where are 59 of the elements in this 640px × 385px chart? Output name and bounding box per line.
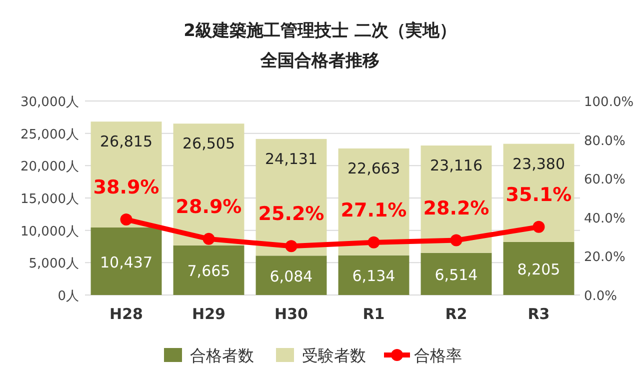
x-tick-label: R2 [445,305,468,323]
bar [90,122,162,228]
y2-tick-label: 0.0% [584,289,618,304]
data-label: 25.2% [258,203,324,226]
total-label: 23,380 [512,154,565,173]
data-label: 6,084 [270,267,313,286]
chart-subtitle: 全国合格者推移 [260,51,380,71]
data-label: 38.9% [93,176,160,199]
total-label: 24,131 [265,150,318,168]
x-tick-label: H29 [192,305,226,323]
y-tick-label: 5,000人 [28,256,79,272]
y-tick-label: 15,000人 [20,192,79,207]
x-tick-label: R1 [362,305,385,323]
bar [173,245,244,295]
y-tick-label: 0人 [58,289,79,304]
total-label: 26,505 [182,134,235,153]
total-label: 26,815 [100,132,152,151]
point [368,236,380,248]
x-tick-label: H30 [274,305,308,323]
y-tick-label: 30,000人 [20,95,79,110]
data-label: 28.2% [423,197,490,220]
legend-label: 合格率 [414,346,462,365]
data-label: 28.9% [176,196,242,218]
bar [90,228,162,295]
y2-tick-label: 20.0% [584,250,626,266]
point [120,214,132,226]
bar [256,138,327,256]
point [202,232,215,245]
y-tick-label: 20,000人 [20,160,79,175]
total-label: 22,663 [348,159,400,178]
legend-label: 合格者数 [190,346,254,365]
legend-label: 受験者数 [302,346,366,365]
bar [256,256,327,295]
point [532,220,545,233]
y-tick-label: 25,000人 [20,127,79,142]
data-label: 27.1% [340,199,407,222]
y2-tick-label: 80.0% [584,134,626,149]
bar [173,124,244,246]
x-tick-label: H28 [110,305,143,323]
data-label: 7,665 [187,262,230,280]
data-label: 8,205 [517,260,560,278]
bar [420,252,492,295]
bar [338,255,410,295]
bar [503,242,574,295]
point [285,240,298,252]
x-tick-label: R3 [528,305,550,323]
bar [503,144,574,242]
data-label: 6,134 [352,267,396,286]
point [450,234,462,246]
total-label: 23,116 [430,156,482,175]
y-tick-label: 10,000人 [20,224,79,240]
data-label: 6,514 [434,266,478,284]
y2-tick-label: 60.0% [584,172,626,188]
chart-title: 2級建築施工管理技士 二次（実地） [184,21,456,41]
data-label: 35.1% [506,184,572,206]
data-label: 10,437 [100,253,152,272]
bar [338,148,410,256]
y2-tick-label: 40.0% [584,211,626,226]
y2-tick-label: 100.0% [584,95,634,110]
